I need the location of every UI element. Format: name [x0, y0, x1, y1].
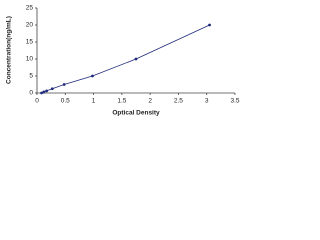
y-tick-label: 25: [26, 5, 34, 12]
point: [134, 57, 138, 61]
x-tick-label: 0: [35, 98, 39, 105]
point: [50, 87, 54, 91]
y-axis-title: Concentration(ng/mL): [6, 16, 13, 84]
y-tick-label: 10: [26, 56, 34, 63]
chart: Optical Density Concentration(ng/mL) 0 5 1…: [6, 5, 240, 117]
y-tick-label: 5: [29, 73, 33, 80]
y-tick-label: 15: [26, 39, 34, 46]
point: [91, 74, 94, 78]
point: [45, 89, 49, 93]
x-tick-label: 1.5: [117, 98, 126, 105]
point: [62, 83, 66, 86]
x-tick-label: 1: [92, 98, 96, 105]
x-tick-label: 3.5: [230, 98, 239, 105]
point: [42, 90, 46, 94]
y-tick-label: 20: [26, 22, 34, 29]
point: [40, 91, 43, 95]
x-tick-label: 3: [205, 98, 209, 105]
point: [208, 23, 211, 27]
y-tick-label: 0: [29, 90, 33, 97]
x-tick-label: 2.5: [174, 98, 183, 105]
x-axis-title: Optical Density: [112, 110, 160, 117]
x-tick-label: 0.5: [61, 98, 70, 105]
x-tick-label: 2: [148, 98, 152, 105]
series-line: [41, 24, 210, 94]
